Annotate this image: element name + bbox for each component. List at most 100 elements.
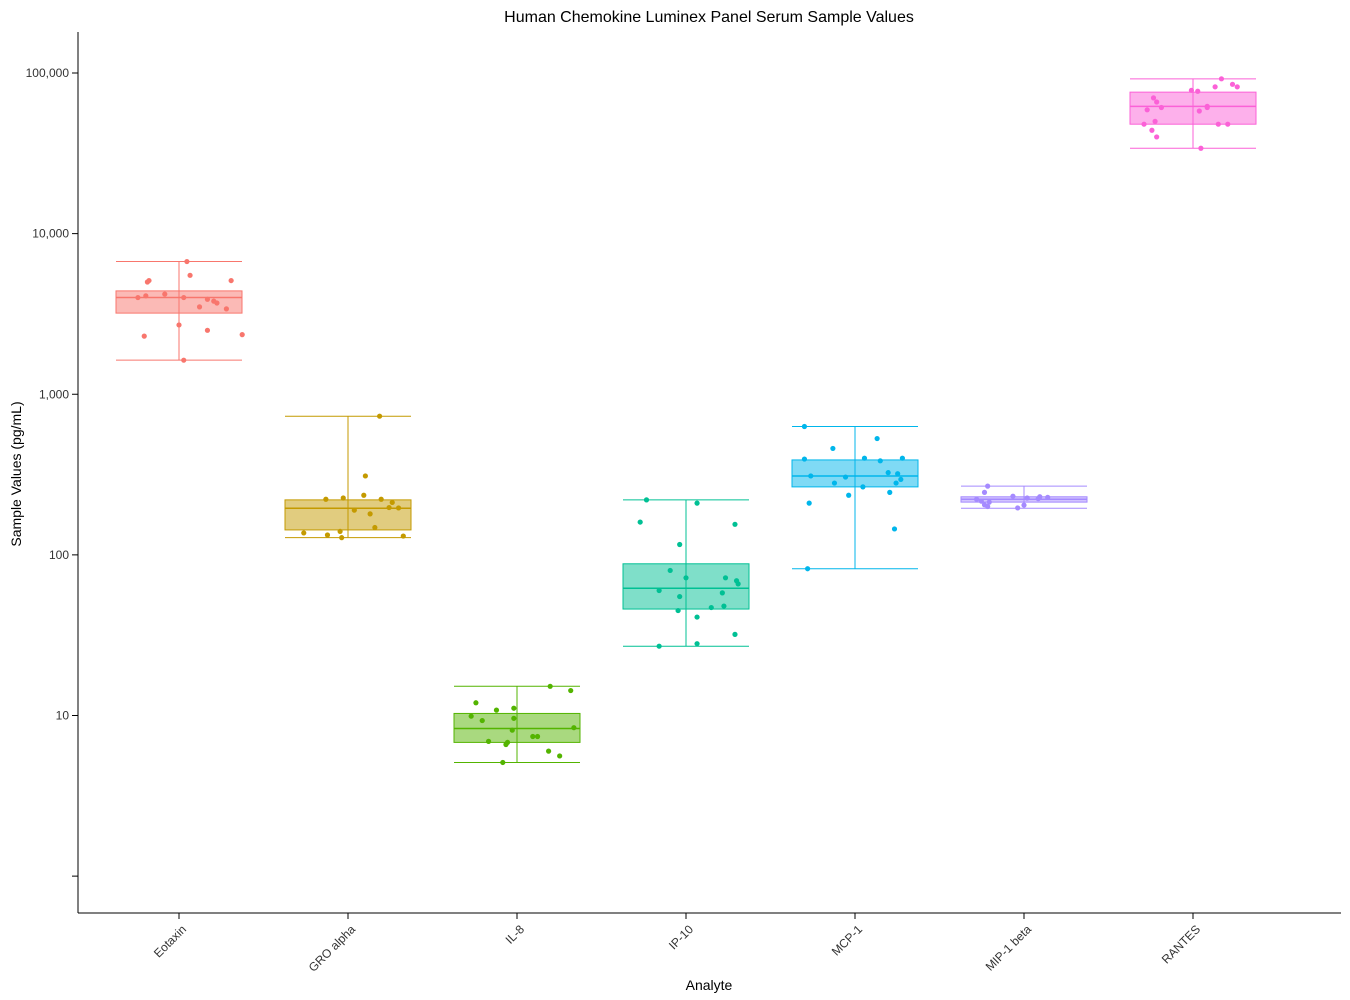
- data-point: [362, 473, 368, 479]
- data-point: [1195, 88, 1201, 94]
- data-point: [683, 575, 689, 581]
- data-point: [473, 700, 479, 706]
- data-point: [805, 566, 811, 572]
- data-point: [301, 530, 307, 536]
- box-group: [960, 483, 1088, 511]
- data-point: [1150, 95, 1157, 101]
- data-point: [801, 456, 808, 462]
- data-point: [143, 293, 149, 299]
- data-point: [985, 483, 991, 489]
- y-tick-label: 10: [56, 709, 70, 723]
- data-point: [677, 593, 683, 600]
- data-point: [239, 332, 245, 338]
- data-point: [162, 291, 168, 297]
- data-point: [893, 480, 899, 486]
- data-point: [831, 480, 838, 486]
- y-axis-ticks: 10 100 1,000 10,000 100,000: [26, 66, 78, 877]
- x-tick-label: IP-10: [666, 922, 696, 952]
- x-tick-label: GRO alpha: [306, 922, 359, 975]
- data-point: [144, 279, 150, 285]
- data-point: [204, 327, 211, 333]
- data-point: [1154, 99, 1160, 105]
- box-group: [115, 258, 245, 363]
- data-point: [493, 707, 500, 713]
- data-point: [842, 474, 849, 480]
- data-point: [223, 306, 229, 312]
- data-point: [656, 587, 662, 594]
- data-point: [899, 455, 906, 461]
- data-point: [1229, 81, 1236, 87]
- data-point: [808, 473, 814, 479]
- data-point: [1204, 104, 1210, 111]
- x-tick-label: Eotaxin: [151, 922, 189, 960]
- data-point: [846, 492, 852, 498]
- y-tick-label: 100,000: [26, 66, 70, 80]
- data-point: [378, 496, 384, 502]
- data-point: [986, 499, 992, 505]
- data-point: [340, 495, 346, 501]
- data-point: [181, 294, 187, 301]
- data-point: [694, 641, 700, 647]
- data-point: [735, 581, 741, 587]
- data-point: [324, 532, 331, 538]
- data-point: [339, 535, 345, 541]
- data-point: [568, 687, 574, 694]
- data-point: [1218, 76, 1225, 82]
- data-point: [874, 435, 880, 442]
- data-point: [1234, 84, 1240, 90]
- data-point: [891, 526, 898, 532]
- data-point: [176, 322, 182, 328]
- data-point: [1045, 494, 1051, 500]
- data-point: [877, 458, 883, 464]
- box-iqr: [115, 290, 243, 314]
- y-tick-label: 10,000: [32, 227, 69, 241]
- data-point: [323, 496, 329, 502]
- data-point: [468, 713, 474, 719]
- data-point: [500, 759, 506, 766]
- data-point: [228, 277, 234, 284]
- data-point: [643, 497, 650, 503]
- data-point: [860, 484, 866, 490]
- x-axis-title: Analyte: [686, 977, 733, 993]
- box-group: [791, 423, 919, 572]
- data-point: [732, 521, 738, 527]
- box-group: [284, 413, 412, 541]
- data-point: [557, 753, 563, 759]
- data-point: [1024, 495, 1030, 501]
- data-point: [503, 741, 509, 748]
- box-plot-series: [115, 76, 1257, 766]
- data-point: [721, 603, 727, 609]
- y-tick-label: 100: [49, 548, 69, 562]
- data-point: [861, 455, 868, 461]
- y-tick-label: 1,000: [39, 387, 69, 401]
- data-point: [1010, 493, 1016, 499]
- data-point: [1154, 134, 1160, 140]
- data-point: [337, 528, 343, 535]
- data-point: [1021, 502, 1027, 508]
- data-point: [895, 471, 901, 477]
- data-point: [1225, 121, 1231, 127]
- data-point: [485, 738, 492, 744]
- data-point: [141, 333, 147, 339]
- data-point: [667, 567, 673, 574]
- x-axis-ticks: Eotaxin GRO alpha IL-8 IP-10 MCP-1 MIP-1 beta…: [151, 913, 1203, 975]
- x-tick-label: MCP-1: [829, 922, 866, 959]
- chart-title: Human Chemokine Luminex Panel Serum Samp…: [504, 9, 914, 26]
- box-group: [1129, 76, 1257, 151]
- data-point: [656, 643, 662, 649]
- data-point: [1196, 108, 1202, 114]
- data-point: [389, 499, 395, 506]
- box-iqr: [284, 499, 412, 531]
- x-tick-label: IL-8: [503, 922, 528, 947]
- data-point: [400, 533, 406, 539]
- data-point: [887, 489, 893, 495]
- data-point: [675, 607, 681, 614]
- data-point: [637, 519, 643, 525]
- data-point: [974, 496, 980, 502]
- data-point: [1149, 127, 1155, 133]
- data-point: [534, 733, 541, 740]
- data-point: [1198, 145, 1204, 151]
- data-point: [181, 357, 187, 363]
- data-point: [885, 470, 891, 476]
- data-point: [530, 733, 536, 740]
